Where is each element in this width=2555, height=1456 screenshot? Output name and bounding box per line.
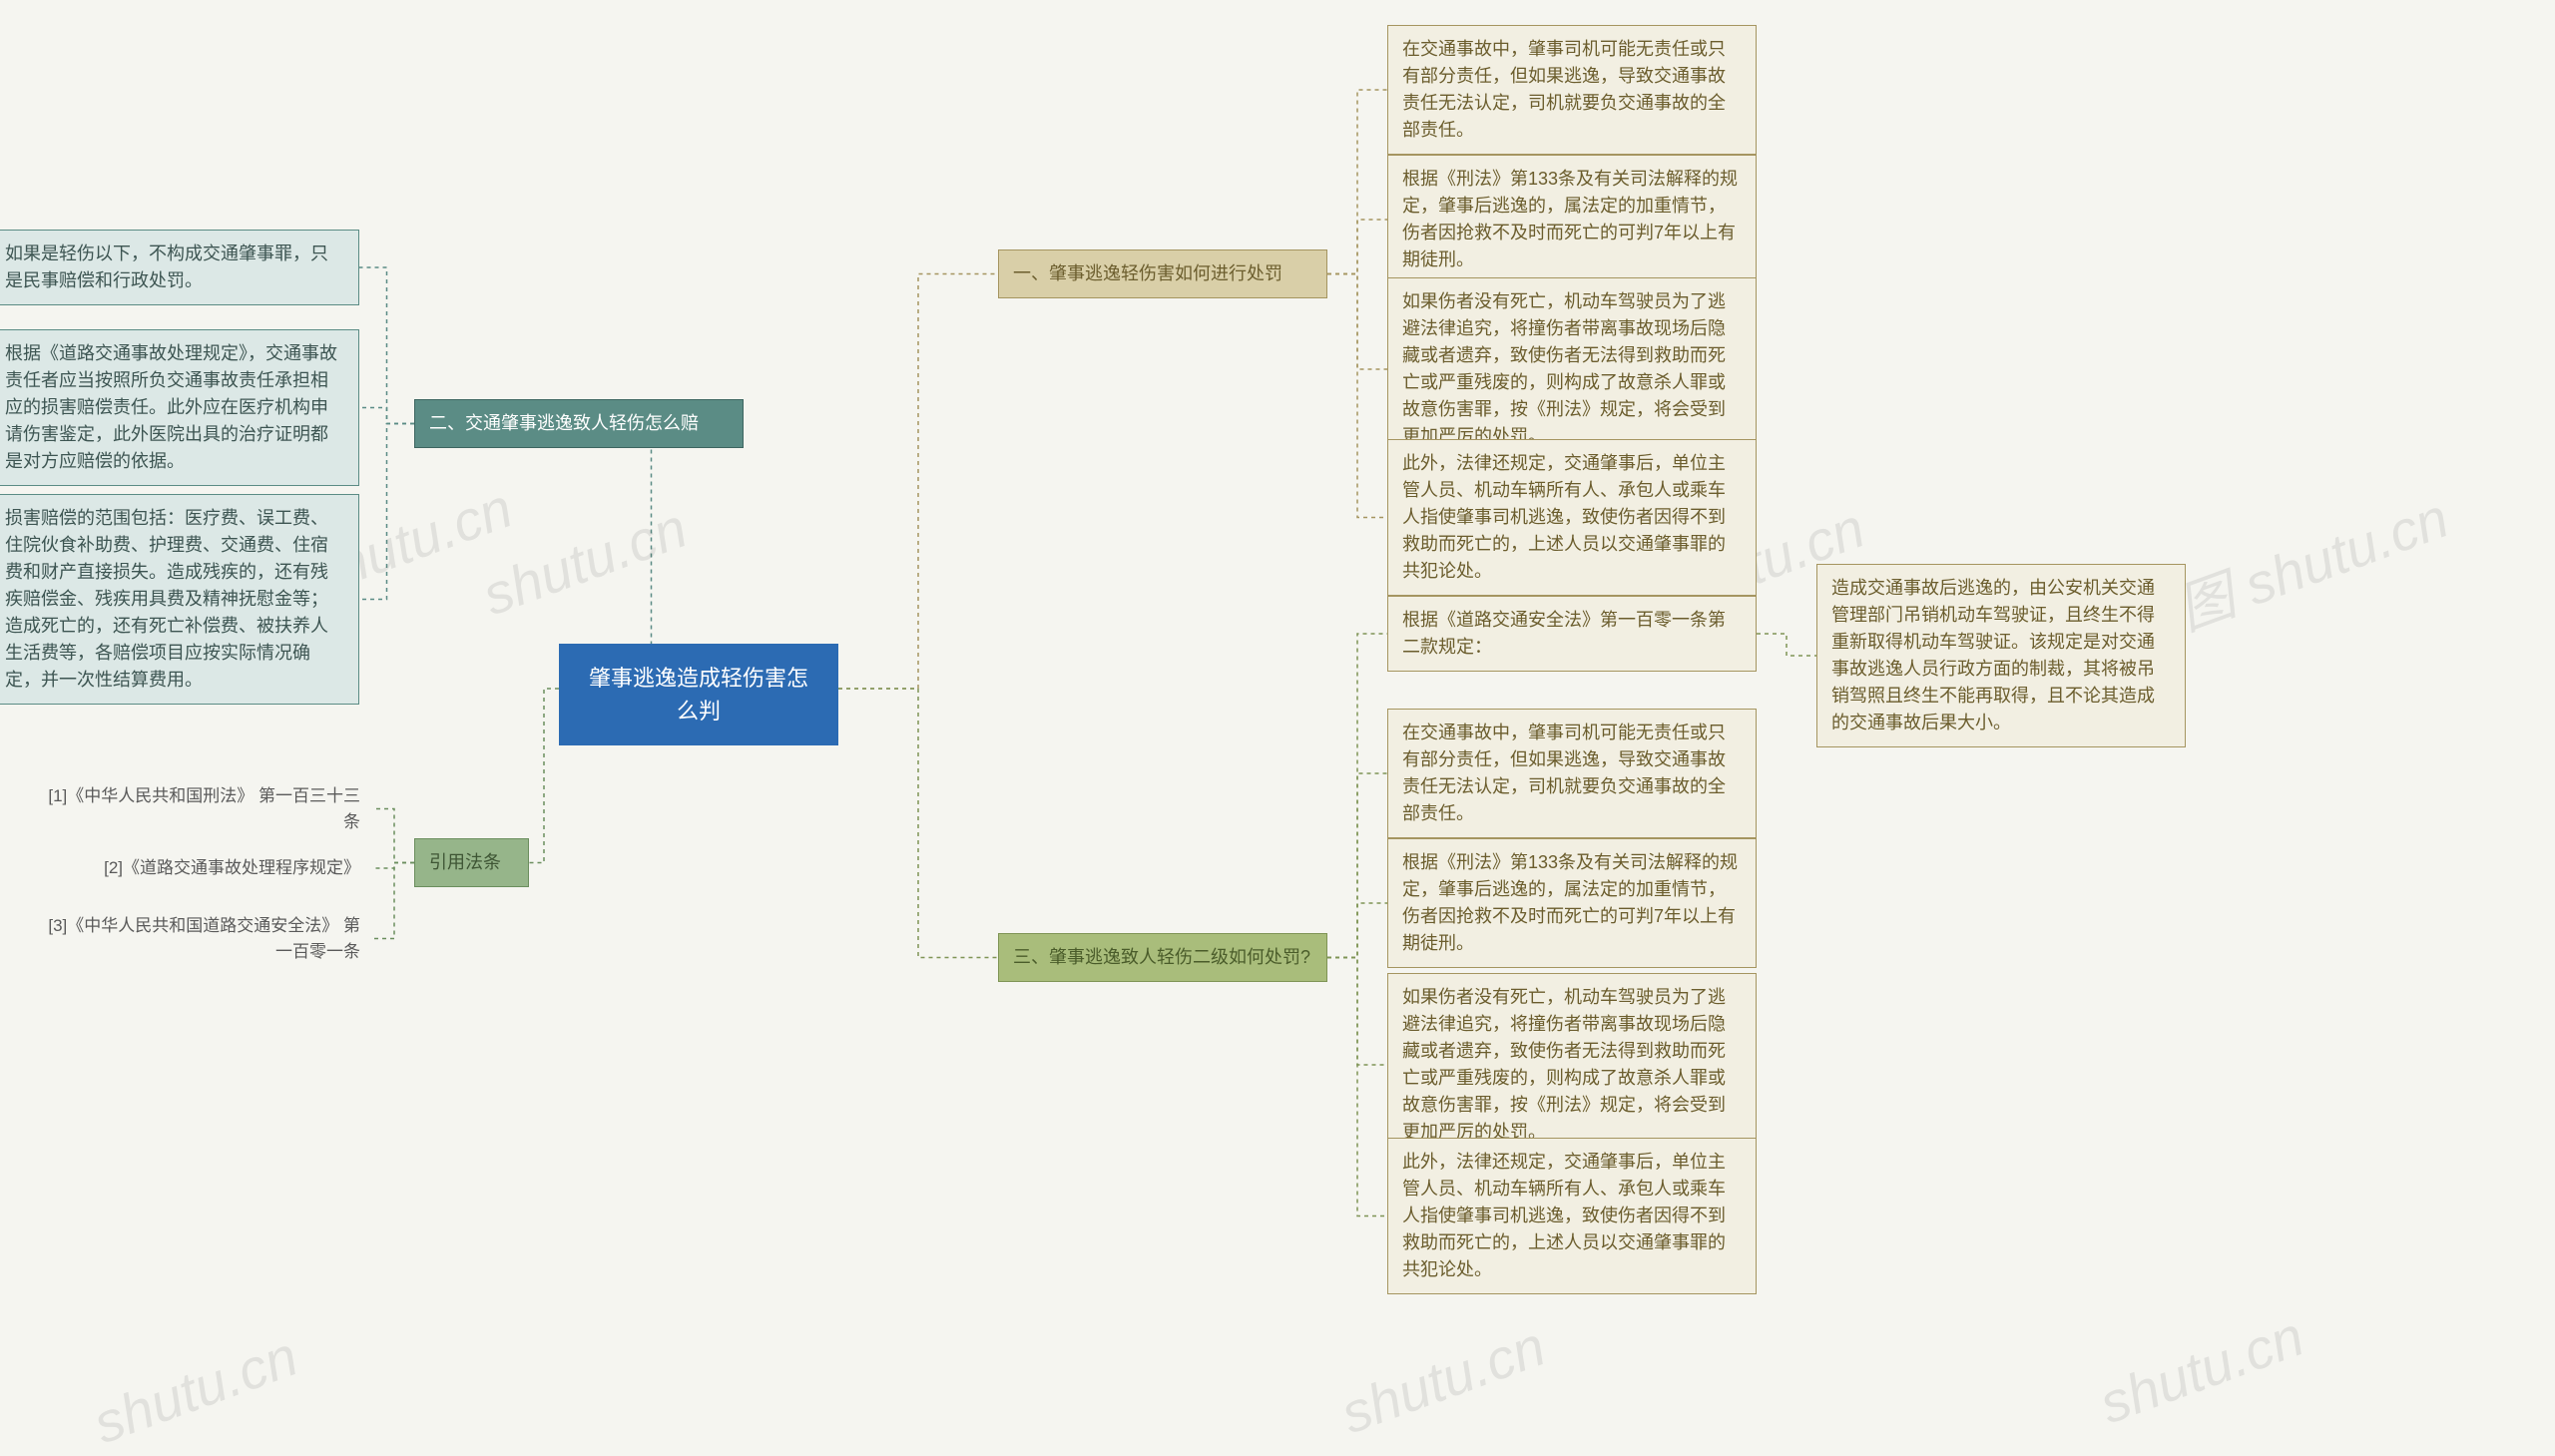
leaf-node-0-0: 在交通事故中，肇事司机可能无责任或只有部分责任，但如果逃逸，导致交通事故责任无法… xyxy=(1387,25,1757,155)
watermark: shutu.cn xyxy=(474,495,695,628)
leaf-node-2-2: 根据《刑法》第133条及有关司法解释的规定，肇事后逃逸的，属法定的加重情节，伤者… xyxy=(1387,838,1757,968)
leaf-node-1-1: 根据《道路交通事故处理规定》，交通事故责任者应当按照所负交通事故责任承担相应的损… xyxy=(0,329,359,486)
branch-node-0: 一、肇事逃逸轻伤害如何进行处罚 xyxy=(998,249,1327,298)
leaf-node-3-1: [2]《道路交通事故处理程序规定》 xyxy=(30,845,374,891)
root-node: 肇事逃逸造成轻伤害怎么判 xyxy=(559,644,838,745)
leaf-node-3-0: [1]《中华人民共和国刑法》 第一百三十三条 xyxy=(30,773,374,844)
watermark: shutu.cn xyxy=(2091,1303,2311,1436)
branch-node-2: 三、肇事逃逸致人轻伤二级如何处罚? xyxy=(998,933,1327,982)
leaf-node-2-0: 根据《道路交通安全法》第一百零一条第二款规定： xyxy=(1387,596,1757,672)
leaf-node-3-2: [3]《中华人民共和国道路交通安全法》 第一百零一条 xyxy=(30,903,374,974)
leaf-node-1-0: 如果是轻伤以下，不构成交通肇事罪，只是民事赔偿和行政处罚。 xyxy=(0,230,359,305)
subleaf-node-2-0: 造成交通事故后逃逸的，由公安机关交通管理部门吊销机动车驾驶证，且终生不得重新取得… xyxy=(1816,564,2186,747)
leaf-node-0-3: 此外，法律还规定，交通肇事后，单位主管人员、机动车辆所有人、承包人或乘车人指使肇… xyxy=(1387,439,1757,596)
leaf-node-0-2: 如果伤者没有死亡，机动车驾驶员为了逃避法律追究，将撞伤者带离事故现场后隐藏或者遗… xyxy=(1387,277,1757,461)
leaf-node-2-4: 此外，法律还规定，交通肇事后，单位主管人员、机动车辆所有人、承包人或乘车人指使肇… xyxy=(1387,1138,1757,1294)
branch-node-1: 二、交通肇事逃逸致人轻伤怎么赔 xyxy=(414,399,744,448)
leaf-node-2-1: 在交通事故中，肇事司机可能无责任或只有部分责任，但如果逃逸，导致交通事故责任无法… xyxy=(1387,709,1757,838)
watermark: shutu.cn xyxy=(85,1323,305,1456)
leaf-node-0-1: 根据《刑法》第133条及有关司法解释的规定，肇事后逃逸的，属法定的加重情节，伤者… xyxy=(1387,155,1757,284)
watermark: shutu.cn xyxy=(1332,1313,1553,1446)
leaf-node-1-2: 损害赔偿的范围包括：医疗费、误工费、住院伙食补助费、护理费、交通费、住宿费和财产… xyxy=(0,494,359,705)
branch-node-3: 引用法条 xyxy=(414,838,529,887)
leaf-node-2-3: 如果伤者没有死亡，机动车驾驶员为了逃避法律追究，将撞伤者带离事故现场后隐藏或者遗… xyxy=(1387,973,1757,1157)
